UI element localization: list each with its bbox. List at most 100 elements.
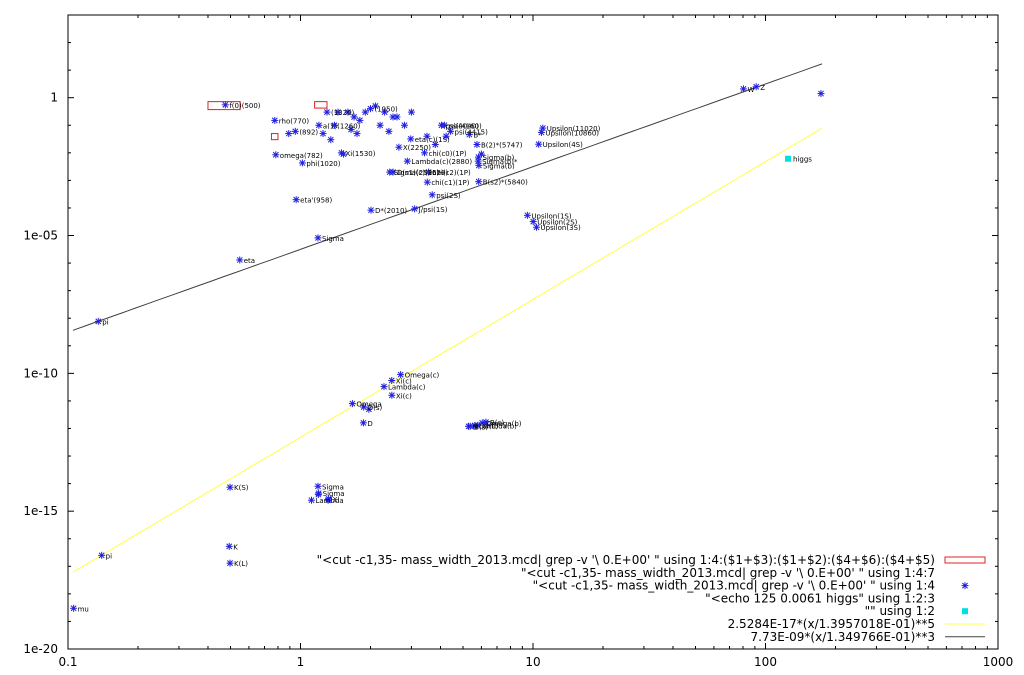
data-point <box>407 135 415 143</box>
data-point <box>466 422 474 430</box>
point-label: J/psi(1S) <box>418 206 448 214</box>
point-label: Xi(b) <box>482 422 499 430</box>
data-point <box>535 140 543 148</box>
point-label: psi(2S) <box>436 192 461 200</box>
point-label: B(2)*(5747) <box>481 142 523 150</box>
point-label: Upsilon(4S) <box>543 141 583 149</box>
point-label: Upsilon(10860) <box>545 129 599 137</box>
error-box <box>270 133 279 141</box>
point-label: (1320) <box>331 109 355 117</box>
data-point <box>334 108 342 116</box>
point-label: Xi <box>333 496 340 504</box>
data-point <box>330 121 338 129</box>
fit-line-1 <box>72 127 823 573</box>
data-point <box>386 168 394 176</box>
data-point <box>475 161 483 169</box>
point-label: B* <box>473 132 482 140</box>
point-label: Sigma(b) <box>483 154 515 162</box>
data-point <box>440 121 448 129</box>
data-point <box>423 132 431 140</box>
x-tick-label: 1 <box>297 655 305 669</box>
data-point <box>314 482 322 490</box>
data-point <box>325 495 333 503</box>
data-point <box>323 108 331 116</box>
point-label: Omega(c) <box>405 372 440 380</box>
data-point <box>365 405 373 413</box>
point-label: a(1)(1260) <box>323 122 361 130</box>
point-label: W <box>747 86 754 94</box>
data-point <box>339 150 347 158</box>
point-label: K(S) <box>234 484 249 492</box>
data-point <box>292 196 300 204</box>
data-point <box>344 108 352 116</box>
data-point <box>388 391 396 399</box>
data-point <box>371 102 379 110</box>
point-label: Sigma <box>322 483 344 491</box>
higgs-point <box>785 155 792 162</box>
data-point <box>475 178 483 186</box>
data-point <box>98 551 106 559</box>
error-box <box>314 101 328 109</box>
data-point <box>307 496 315 504</box>
data-point <box>739 85 747 93</box>
data-point <box>423 178 431 186</box>
point-label: Upsilon(2S) <box>537 219 577 227</box>
y-axis-ticks: 1 1e-05 1e-10 1e-15 1e-20 <box>23 14 998 656</box>
y-tick-label: 1e-20 <box>23 642 58 656</box>
data-point <box>425 168 433 176</box>
x-axis-ticks: 0.1 1 10 100 1000 <box>58 15 1013 669</box>
data-point <box>411 205 419 213</box>
point-label: chi(c1)(1P) <box>431 179 469 187</box>
data-point <box>400 121 408 129</box>
data-point <box>348 400 356 408</box>
data-point <box>221 101 229 109</box>
point-label: Xi(1530) <box>345 150 375 158</box>
point-label: eta'(958) <box>300 197 332 205</box>
data-point <box>376 121 384 129</box>
data-point <box>226 483 234 491</box>
point-label: Upsilon(3S) <box>541 224 581 232</box>
legend-entry: 2.5284E-17*(x/1.3957018E-01)**5 <box>728 617 935 631</box>
point-label: Upsilon(11020) <box>547 125 601 133</box>
point-label: B <box>472 423 477 431</box>
point-label: B(s2)*(5840) <box>483 179 528 187</box>
point-label: Xi(c) <box>396 378 412 386</box>
data-point <box>539 124 547 132</box>
point-label: psi(4160) <box>448 122 482 130</box>
data-point <box>319 130 327 138</box>
point-label: Upsilon(1S) <box>531 212 571 220</box>
data-point <box>393 113 401 121</box>
data-point <box>407 108 415 116</box>
legend-entry: "" using 1:2 <box>865 604 935 618</box>
point-label: X(2250) <box>403 144 431 152</box>
point-label: phi(1020) <box>306 160 340 168</box>
fit-line-2 <box>72 63 823 331</box>
data-point <box>361 108 369 116</box>
point-label: (1950) <box>374 106 398 114</box>
point-label: pi <box>106 552 112 560</box>
data-point <box>272 151 280 159</box>
point-label: Omega <box>356 401 381 409</box>
data-point <box>388 377 396 385</box>
data-point <box>403 157 411 165</box>
data-point <box>236 256 244 264</box>
data-point <box>291 127 299 135</box>
data-point <box>447 127 455 135</box>
legend-entry: 7.73E-09*(x/1.349766E-01)**3 <box>751 630 935 644</box>
y-tick-label: 1e-10 <box>23 366 58 380</box>
point-label: Lambda(b) <box>479 422 517 430</box>
point-label: Lambda(c) <box>388 384 426 392</box>
data-point <box>353 130 361 138</box>
x-tick-label: 100 <box>754 655 777 669</box>
data-point <box>315 489 323 497</box>
data-point <box>94 317 102 325</box>
y-tick-label: 1e-05 <box>23 229 58 243</box>
data-point <box>225 542 233 550</box>
legend-entry: "<cut -c1,35- mass_width_2013.mcd| grep … <box>533 579 935 593</box>
point-label: psi(4415) <box>455 128 489 136</box>
point-label: pi <box>102 318 108 326</box>
point-label: B(s) <box>474 423 488 431</box>
data-point <box>431 141 439 149</box>
data-point <box>380 383 388 391</box>
